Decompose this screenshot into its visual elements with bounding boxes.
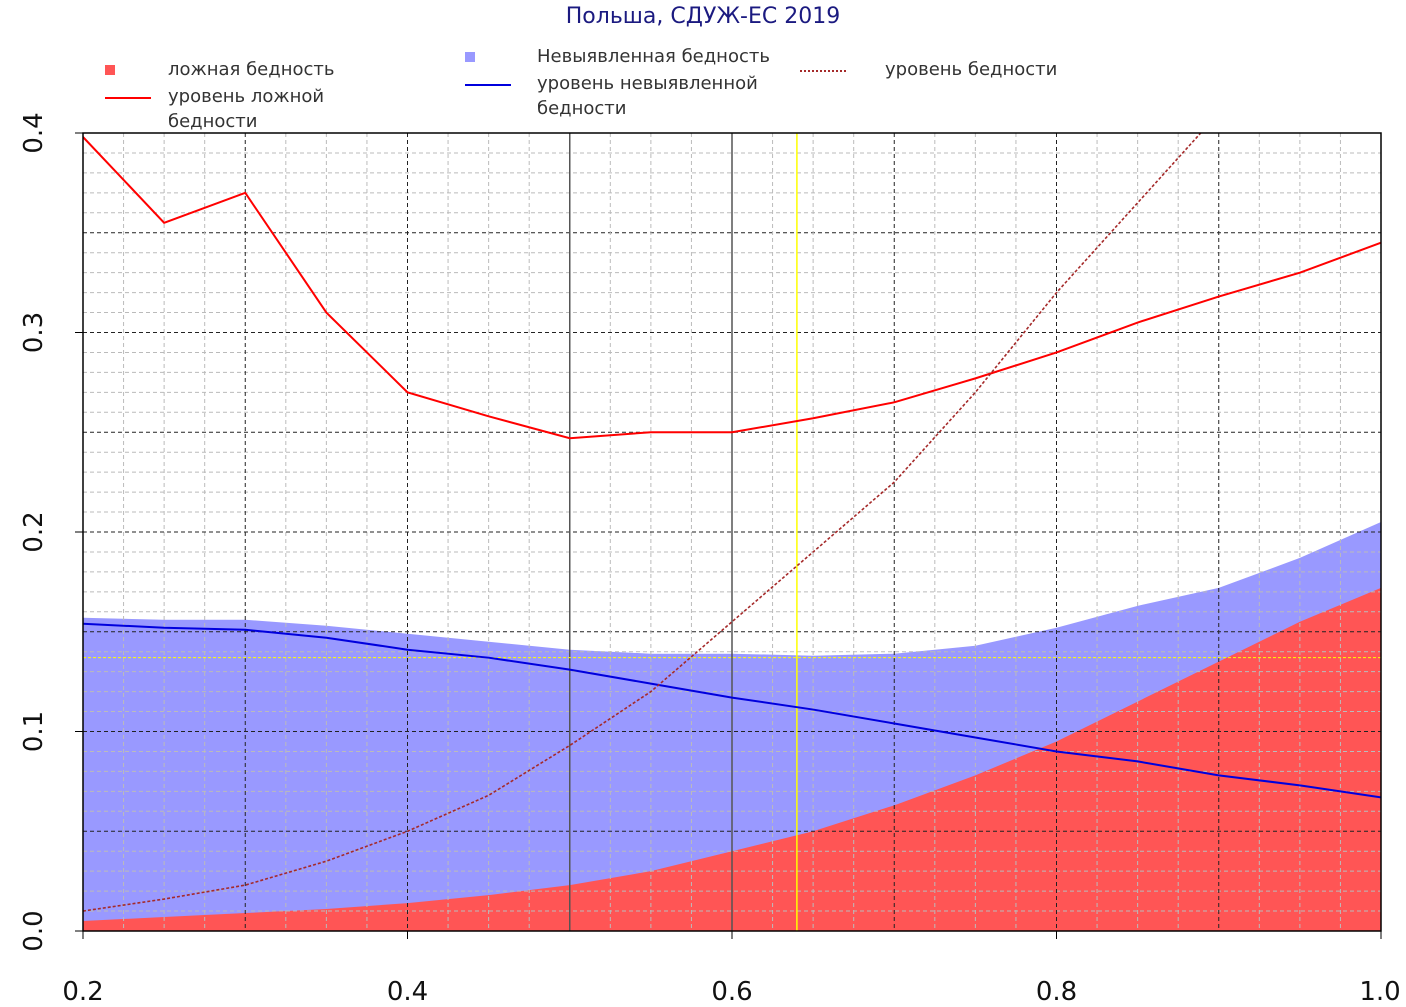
legend-symbol [465,84,511,86]
legend-symbol [105,65,115,75]
legend-label: Невыявленная бедность [537,46,770,67]
legend-label: уровень ложной бедности [168,86,325,132]
chart-title: Польша, СДУЖ-ЕС 2019 [565,4,841,29]
legend-label: ложная бедность [168,59,335,80]
legend-label: уровень бедности [885,59,1058,80]
line [83,622,1381,799]
legend-symbol [105,97,151,99]
y-tick-label: 0.0 [19,910,49,951]
plot-area [83,133,1381,931]
y-tick-label: 0.1 [19,711,49,752]
y-tick-label: 0.2 [19,511,49,552]
x-tick-label: 0.2 [62,977,103,1007]
x-tick-label: 0.4 [387,977,428,1007]
line [83,133,1202,912]
legend-label: уровень невыявленной бедности [537,73,758,119]
area [83,587,1381,931]
x-tick-label: 0.8 [1036,977,1077,1007]
line [83,136,1381,440]
x-tick-label: 1.0 [1359,977,1400,1007]
legend-symbol [465,52,475,62]
y-tick-label: 0.3 [19,312,49,353]
x-tick-label: 0.6 [711,977,752,1007]
legend-symbol [800,70,846,72]
y-tick-label: 0.4 [19,112,49,153]
